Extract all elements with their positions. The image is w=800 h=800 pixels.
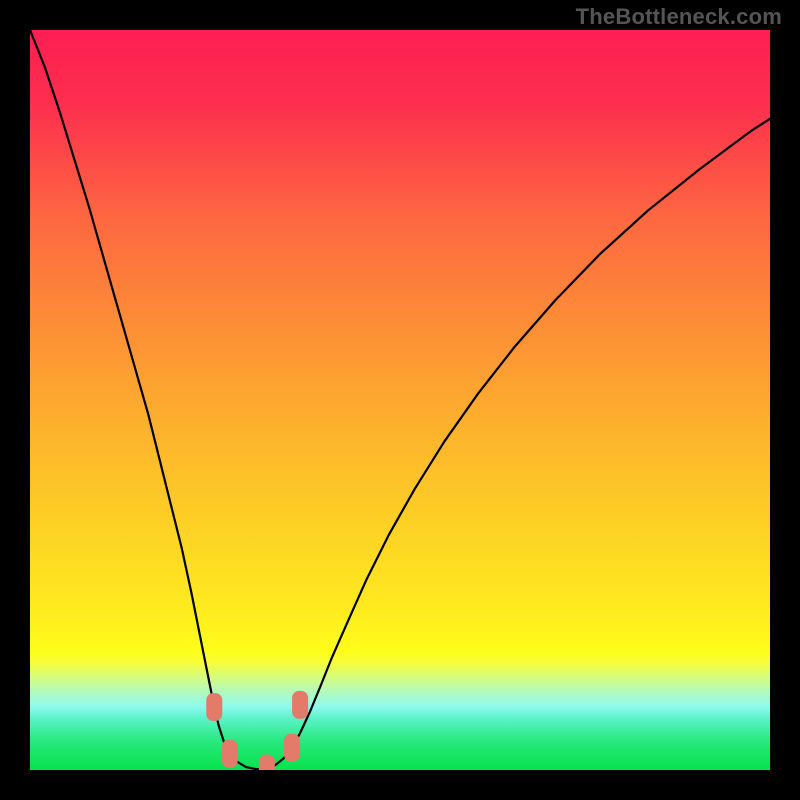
plot-svg [30, 30, 770, 770]
bottleneck-curve [30, 30, 770, 769]
bead-marker [259, 755, 275, 770]
bead-marker [292, 691, 308, 719]
bead-marker [284, 734, 300, 762]
bead-marker [206, 693, 222, 721]
bead-marker [222, 740, 238, 768]
figure: TheBottleneck.com [0, 0, 800, 800]
curve-beads [206, 691, 308, 770]
watermark-text: TheBottleneck.com [576, 4, 782, 30]
